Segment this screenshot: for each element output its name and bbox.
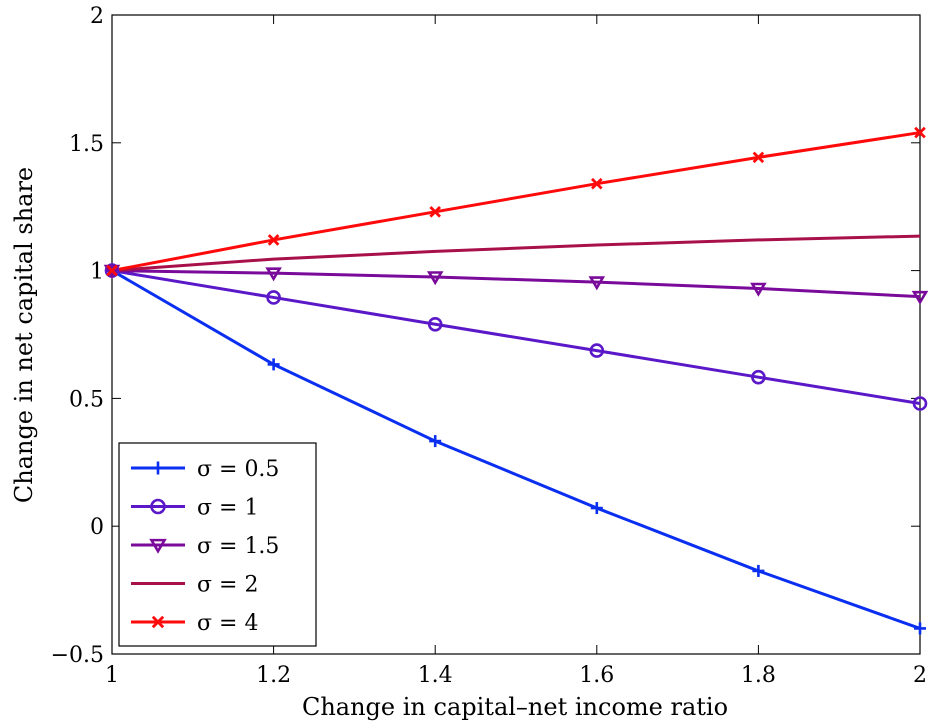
series-line (111, 234, 921, 273)
legend-marker (149, 538, 167, 554)
y-tick-label: 0.5 (69, 387, 104, 412)
data-point (911, 290, 928, 305)
x-tick-label: 1.4 (418, 663, 453, 688)
legend-marker (150, 498, 166, 515)
data-point (590, 502, 603, 515)
series-line (111, 269, 921, 630)
legend-label: σ = 0.5 (197, 457, 279, 482)
y-tick-label: 0 (90, 515, 104, 540)
data-point (429, 206, 441, 218)
data-point (426, 271, 444, 286)
data-point (591, 177, 603, 190)
data-point (267, 234, 280, 246)
data-point (265, 267, 282, 282)
series-line (111, 269, 921, 405)
data-point (429, 435, 442, 448)
x-tick-label: 1.6 (579, 663, 614, 688)
x-tick-label: 1.2 (256, 663, 291, 688)
legend-label: σ = 1.5 (197, 534, 279, 559)
data-point (750, 282, 767, 297)
legend-marker (151, 461, 165, 475)
data-point (588, 276, 606, 291)
legend-label: σ = 4 (197, 611, 258, 636)
y-tick-label: 1.5 (69, 132, 104, 157)
legend-item: σ = 0.5 (131, 457, 279, 482)
y-axis-label: Change in net capital share (10, 167, 38, 503)
x-tick-label: 1 (105, 663, 119, 688)
data-point (103, 264, 121, 279)
data-point (751, 369, 766, 385)
legend-item: σ = 2 (131, 573, 258, 598)
data-point (752, 151, 765, 164)
x-tick-label: 1.8 (741, 663, 776, 688)
legend-item: σ = 1.5 (131, 534, 279, 559)
x-axis-label: Change in capital–net income ratio (302, 693, 728, 721)
legend-label: σ = 1 (197, 496, 258, 521)
data-point (266, 290, 281, 305)
y-tick-label: −0.5 (51, 643, 104, 668)
x-tick-label: 2 (913, 663, 927, 688)
y-tick-label: 1 (90, 260, 104, 285)
data-point (912, 396, 928, 411)
data-point (427, 316, 443, 332)
legend-item: σ = 1 (131, 496, 258, 521)
legend-label: σ = 2 (197, 573, 258, 598)
data-point (267, 358, 280, 371)
legend-item: σ = 4 (131, 611, 258, 636)
data-point (752, 564, 765, 577)
legend-marker (151, 615, 165, 629)
data-point (589, 343, 605, 358)
series-line (111, 269, 921, 299)
y-tick-label: 2 (90, 4, 104, 29)
data-point (914, 622, 926, 635)
series-line (111, 131, 921, 273)
data-point (106, 264, 118, 277)
data-point (914, 126, 926, 139)
